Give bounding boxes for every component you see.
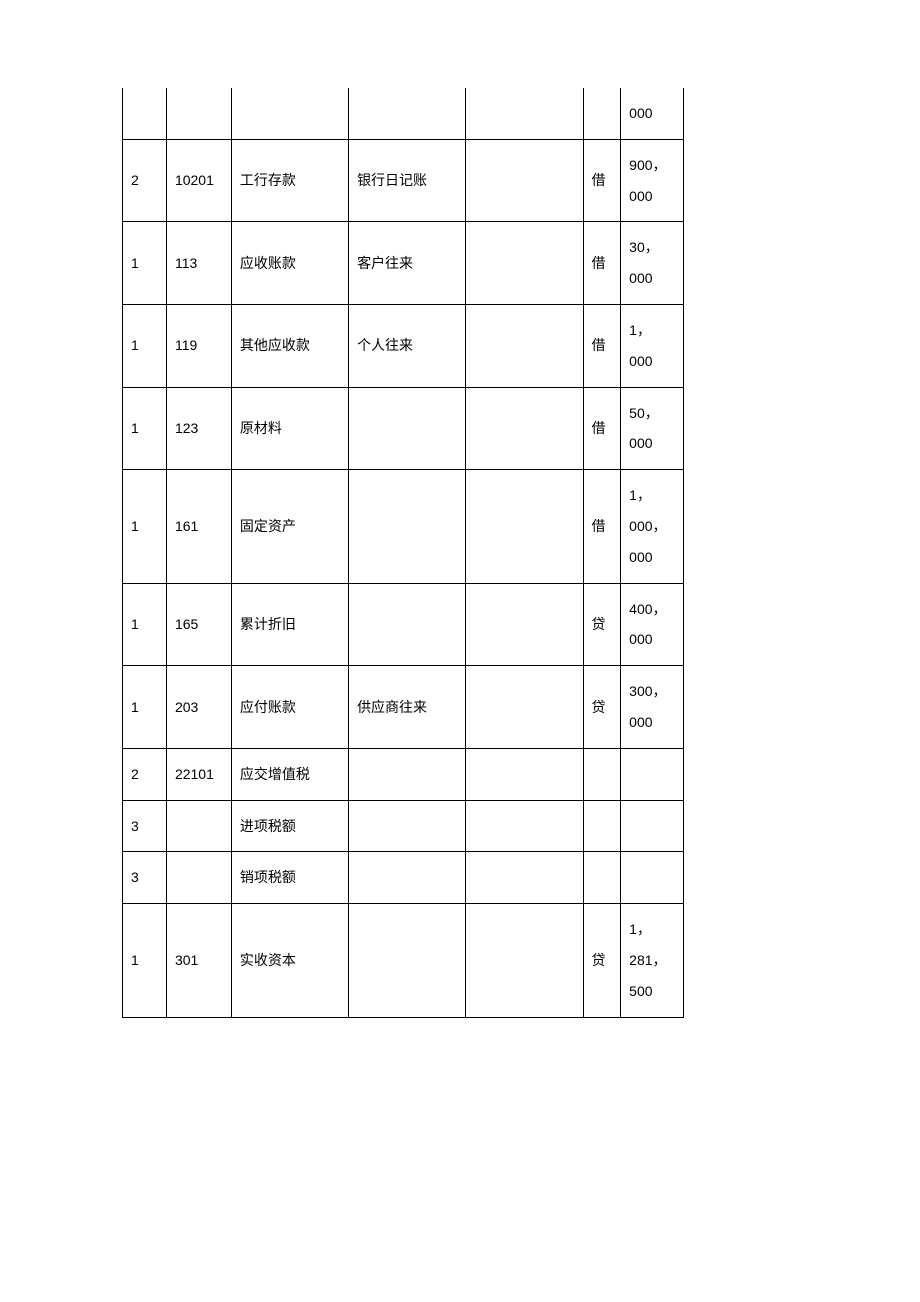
cell-col-2: 119 bbox=[166, 304, 231, 387]
table-row: 210201工行存款银行日记账 借900， 000 bbox=[123, 139, 684, 222]
cell-col-1: 3 bbox=[123, 800, 167, 852]
ledger-table: 000210201工行存款银行日记账借900， 0001113应收账款客户往来借… bbox=[122, 88, 684, 1018]
cell-col-7: 1， 000， 000 bbox=[621, 470, 684, 583]
cell-col-2 bbox=[166, 88, 231, 139]
cell-col-5 bbox=[466, 470, 583, 583]
table-row: 1113应收账款客户往来 借30， 000 bbox=[123, 222, 684, 305]
cell-col-3: 销项税额 bbox=[231, 852, 348, 904]
cell-col-1: 1 bbox=[123, 470, 167, 583]
cell-col-5 bbox=[466, 139, 583, 222]
cell-col-6: 借 bbox=[583, 387, 621, 470]
cell-col-1: 1 bbox=[123, 222, 167, 305]
cell-col-5 bbox=[466, 583, 583, 666]
cell-col-6: 借 bbox=[583, 304, 621, 387]
cell-col-4 bbox=[349, 88, 466, 139]
cell-col-2 bbox=[166, 800, 231, 852]
cell-col-7: 000 bbox=[621, 88, 684, 139]
cell-col-7: 1， 281， 500 bbox=[621, 904, 684, 1017]
cell-col-6: 借 bbox=[583, 470, 621, 583]
table-row: 1165累计折旧 贷400， 000 bbox=[123, 583, 684, 666]
cell-col-4 bbox=[349, 470, 466, 583]
cell-col-6: 借 bbox=[583, 222, 621, 305]
cell-col-5 bbox=[466, 304, 583, 387]
cell-col-6 bbox=[583, 800, 621, 852]
table-row: 1123原材料 借50， 000 bbox=[123, 387, 684, 470]
cell-col-2: 301 bbox=[166, 904, 231, 1017]
cell-col-2 bbox=[166, 852, 231, 904]
table-row: 222101应交增值税 bbox=[123, 748, 684, 800]
cell-col-4: 客户往来 bbox=[349, 222, 466, 305]
cell-col-3: 应交增值税 bbox=[231, 748, 348, 800]
cell-col-4 bbox=[349, 583, 466, 666]
cell-col-7: 900， 000 bbox=[621, 139, 684, 222]
cell-col-3: 工行存款 bbox=[231, 139, 348, 222]
cell-col-5 bbox=[466, 852, 583, 904]
cell-col-6 bbox=[583, 88, 621, 139]
cell-col-6 bbox=[583, 748, 621, 800]
cell-col-4: 个人往来 bbox=[349, 304, 466, 387]
cell-col-1: 1 bbox=[123, 583, 167, 666]
cell-col-5 bbox=[466, 666, 583, 749]
table-row: 1203应付账款供应商往来 贷300， 000 bbox=[123, 666, 684, 749]
cell-col-2: 22101 bbox=[166, 748, 231, 800]
cell-col-6: 借 bbox=[583, 139, 621, 222]
cell-col-2: 161 bbox=[166, 470, 231, 583]
cell-col-7: 300， 000 bbox=[621, 666, 684, 749]
cell-col-3: 应收账款 bbox=[231, 222, 348, 305]
cell-col-7 bbox=[621, 800, 684, 852]
cell-col-7: 400， 000 bbox=[621, 583, 684, 666]
cell-col-3: 原材料 bbox=[231, 387, 348, 470]
table-row: 1161固定资产 借1， 000， 000 bbox=[123, 470, 684, 583]
cell-col-2: 10201 bbox=[166, 139, 231, 222]
table-row: 1301实收资本 贷1， 281， 500 bbox=[123, 904, 684, 1017]
table-row: 1119其他应收款个人往来 借1， 000 bbox=[123, 304, 684, 387]
cell-col-3: 实收资本 bbox=[231, 904, 348, 1017]
cell-col-3: 应付账款 bbox=[231, 666, 348, 749]
cell-col-4 bbox=[349, 387, 466, 470]
cell-col-7: 50， 000 bbox=[621, 387, 684, 470]
cell-col-4 bbox=[349, 800, 466, 852]
cell-col-7 bbox=[621, 748, 684, 800]
cell-col-2: 123 bbox=[166, 387, 231, 470]
cell-col-4 bbox=[349, 748, 466, 800]
cell-col-1: 1 bbox=[123, 904, 167, 1017]
cell-col-1: 2 bbox=[123, 139, 167, 222]
cell-col-2: 113 bbox=[166, 222, 231, 305]
cell-col-4: 银行日记账 bbox=[349, 139, 466, 222]
cell-col-5 bbox=[466, 904, 583, 1017]
cell-col-1: 1 bbox=[123, 304, 167, 387]
cell-col-3: 进项税额 bbox=[231, 800, 348, 852]
table-row: 000 bbox=[123, 88, 684, 139]
cell-col-5 bbox=[466, 800, 583, 852]
cell-col-4 bbox=[349, 852, 466, 904]
cell-col-1: 2 bbox=[123, 748, 167, 800]
cell-col-3: 累计折旧 bbox=[231, 583, 348, 666]
cell-col-4 bbox=[349, 904, 466, 1017]
cell-col-6: 贷 bbox=[583, 904, 621, 1017]
cell-col-1: 1 bbox=[123, 666, 167, 749]
cell-col-3: 其他应收款 bbox=[231, 304, 348, 387]
ledger-table-container: 000210201工行存款银行日记账借900， 0001113应收账款客户往来借… bbox=[122, 88, 684, 1018]
cell-col-3: 固定资产 bbox=[231, 470, 348, 583]
cell-col-6: 贷 bbox=[583, 583, 621, 666]
cell-col-5 bbox=[466, 387, 583, 470]
cell-col-6 bbox=[583, 852, 621, 904]
cell-col-2: 203 bbox=[166, 666, 231, 749]
cell-col-1 bbox=[123, 88, 167, 139]
cell-col-5 bbox=[466, 88, 583, 139]
cell-col-4: 供应商往来 bbox=[349, 666, 466, 749]
cell-col-7: 1， 000 bbox=[621, 304, 684, 387]
cell-col-3 bbox=[231, 88, 348, 139]
cell-col-5 bbox=[466, 222, 583, 305]
cell-col-6: 贷 bbox=[583, 666, 621, 749]
cell-col-7: 30， 000 bbox=[621, 222, 684, 305]
cell-col-5 bbox=[466, 748, 583, 800]
cell-col-1: 3 bbox=[123, 852, 167, 904]
cell-col-2: 165 bbox=[166, 583, 231, 666]
cell-col-1: 1 bbox=[123, 387, 167, 470]
table-row: 3 进项税额 bbox=[123, 800, 684, 852]
ledger-table-body: 000210201工行存款银行日记账借900， 0001113应收账款客户往来借… bbox=[123, 88, 684, 1017]
cell-col-7 bbox=[621, 852, 684, 904]
table-row: 3 销项税额 bbox=[123, 852, 684, 904]
